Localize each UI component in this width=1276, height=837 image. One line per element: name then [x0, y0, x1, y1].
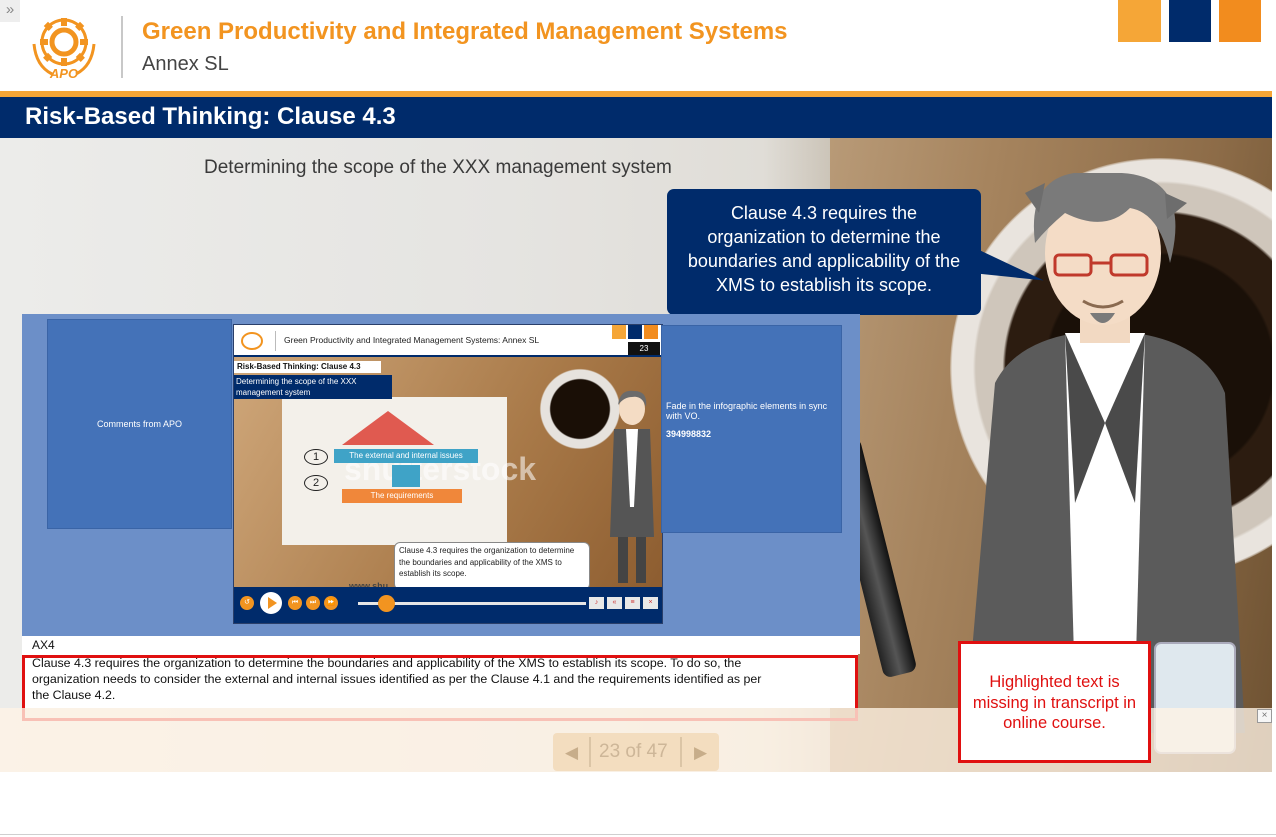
thumb-stage: Risk-Based Thinking: Clause 4.3 Determin… [234, 357, 662, 591]
thumb-page-number: 23 [628, 342, 660, 355]
thumb-prev-icon: ⏮ [288, 596, 302, 610]
header-divider [121, 16, 123, 78]
presenter-character [965, 173, 1245, 754]
slide-title-bar: Risk-Based Thinking: Clause 4.3 [0, 97, 1272, 138]
thumb-close-icon: × [643, 597, 658, 609]
thumb-volume-icon: ♪ [589, 597, 604, 609]
slide-title: Risk-Based Thinking: Clause 4.3 [25, 103, 396, 130]
review-notes-panel: Fade in the infographic elements in sync… [661, 325, 842, 533]
thumb-seek-track [358, 602, 586, 605]
section-code: AX4 [22, 636, 860, 654]
review-annotation-note: Highlighted text is missing in transcrip… [958, 641, 1151, 763]
thumb-logo-icon [241, 332, 263, 350]
brand-square-navy [1169, 0, 1211, 42]
thumb-brand-squares [612, 325, 660, 339]
thumb-document-icon [392, 465, 420, 487]
apo-logo: APO [28, 14, 100, 81]
thumb-player-controls: ↺ ⏮ ⏭ ⏩ ♪ « ≡ × [234, 587, 662, 623]
brand-square-dark-orange [1219, 0, 1261, 42]
thumb-rule [234, 355, 662, 357]
transcript-line-1: Clause 4.3 requires the organization to … [32, 656, 742, 670]
expand-toggle[interactable]: » [0, 0, 20, 22]
header-rule [0, 91, 1272, 97]
thumb-seek-knob [378, 595, 395, 612]
thumb-play-icon [260, 592, 282, 614]
review-note-text: Fade in the infographic elements in sync… [666, 401, 828, 421]
review-screenshot: Comments from APO Green Productivity and… [22, 314, 860, 636]
thumb-replay-icon: ↺ [240, 596, 254, 610]
review-image-id: 394998832 [666, 429, 712, 439]
thumb-character-image [610, 390, 654, 583]
speech-bubble: Clause 4.3 requires the organization to … [667, 189, 981, 315]
thumb-cup-image [534, 363, 626, 455]
course-title: Green Productivity and Integrated Manage… [142, 18, 788, 45]
thumb-next-icon: ⏭ [306, 596, 320, 610]
transcript: Clause 4.3 requires the organization to … [22, 654, 858, 708]
thumb-slide-title: Risk-Based Thinking: Clause 4.3 [234, 361, 381, 373]
close-icon[interactable]: × [1257, 709, 1272, 723]
thumb-website: www.shu [349, 581, 389, 591]
thumb-item2-label: The requirements [342, 489, 462, 503]
comments-panel: Comments from APO [47, 319, 232, 529]
page-bottom-rule [0, 834, 1276, 835]
transcript-line-3: the Clause 4.2. [32, 688, 116, 702]
thumb-house-roof [342, 411, 434, 445]
transcript-line-2: organization needs to consider the exter… [32, 672, 762, 686]
pager-divider-left [589, 737, 591, 767]
course-subtitle: Annex SL [142, 53, 229, 75]
slide-counter: 23 of 47 [599, 741, 668, 762]
slide-thumbnail: Green Productivity and Integrated Manage… [233, 324, 663, 624]
thumb-divider [275, 331, 276, 351]
slide-stage: Determining the scope of the XXX managem… [0, 138, 1272, 772]
thumb-item1-label: The external and internal issues [334, 449, 478, 463]
thumb-menu-icon: ≡ [625, 597, 640, 609]
scope-heading: Determining the scope of the XXX managem… [204, 157, 672, 178]
svg-text:APO: APO [49, 66, 78, 80]
thumb-number-1: 1 [304, 449, 328, 465]
thumb-header-title: Green Productivity and Integrated Manage… [284, 335, 540, 345]
thumb-scope-text: Determining the scope of the XXX managem… [234, 375, 392, 399]
thumb-fast-forward-icon: ⏩ [324, 596, 338, 610]
thumb-number-2: 2 [304, 475, 328, 491]
slide-pager: ◀ 23 of 47 ▶ [553, 733, 719, 771]
comments-label: Comments from APO [96, 419, 183, 429]
prev-slide-button[interactable]: ◀ [565, 743, 579, 762]
next-slide-button[interactable]: ▶ [694, 743, 708, 762]
brand-square-orange [1118, 0, 1161, 42]
pager-divider-right [680, 737, 682, 767]
thumb-rewind-icon: « [607, 597, 622, 609]
thumb-speech-bubble: Clause 4.3 requires the organization to … [394, 542, 590, 590]
